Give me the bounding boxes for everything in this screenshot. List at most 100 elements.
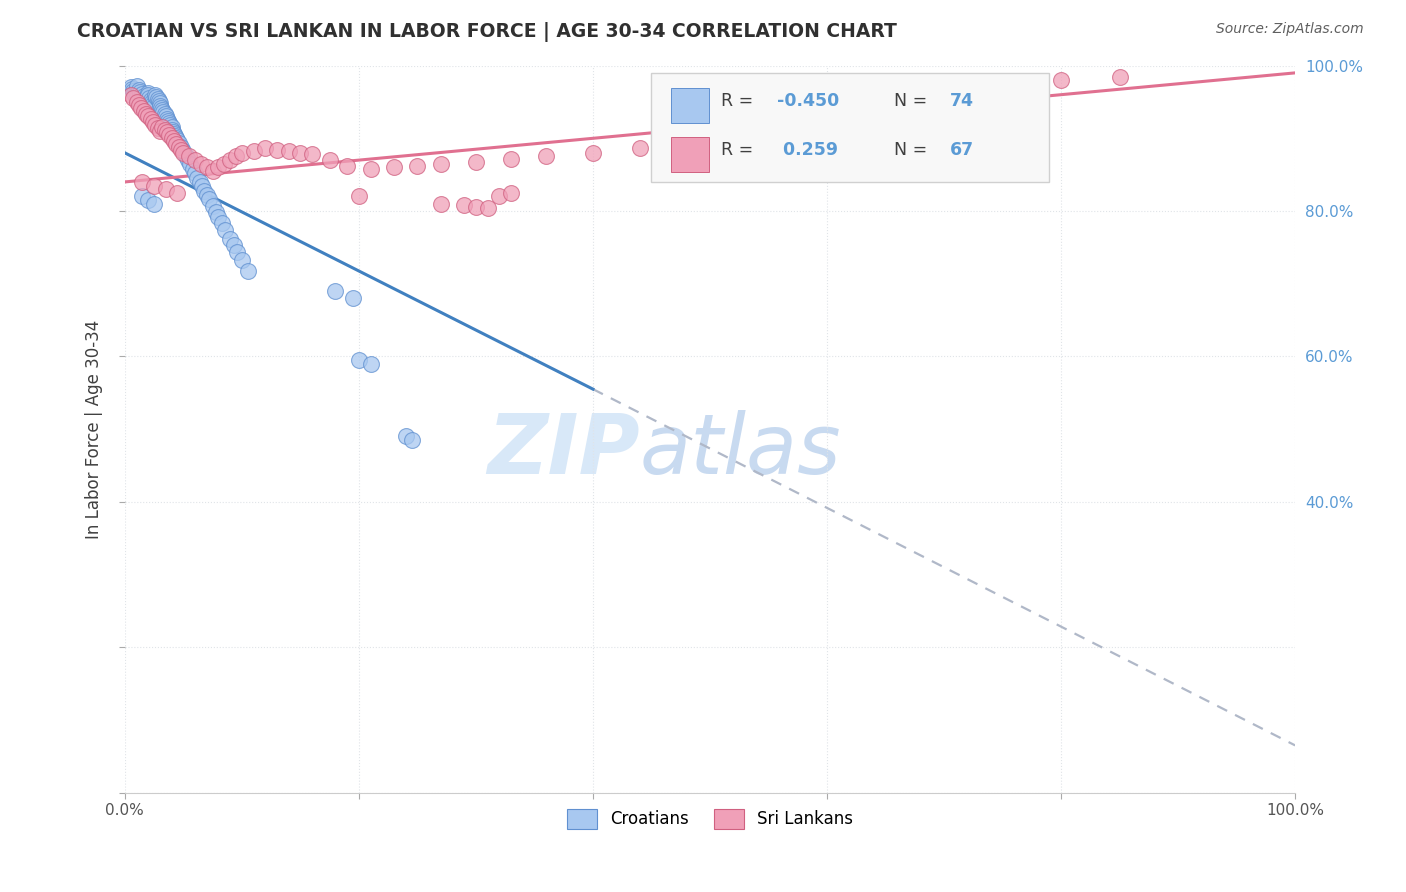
Point xyxy=(177,153,200,168)
Point xyxy=(499,152,522,166)
Point xyxy=(141,95,163,109)
Point xyxy=(360,357,382,371)
Point xyxy=(120,87,142,102)
Point xyxy=(179,157,201,171)
Point xyxy=(136,87,159,101)
Point xyxy=(734,131,756,145)
Point xyxy=(336,159,359,173)
Point xyxy=(136,193,159,207)
Point xyxy=(453,198,475,212)
Point xyxy=(146,121,169,136)
Point xyxy=(207,210,229,224)
Point xyxy=(131,175,153,189)
Point xyxy=(628,141,651,155)
Point xyxy=(188,175,211,189)
Point xyxy=(290,145,312,160)
Point xyxy=(136,110,159,124)
Point xyxy=(122,86,145,100)
Point xyxy=(120,80,142,95)
Point xyxy=(266,143,288,157)
Y-axis label: In Labor Force | Age 30-34: In Labor Force | Age 30-34 xyxy=(86,319,103,539)
Point xyxy=(135,91,157,105)
Point xyxy=(193,184,215,198)
Point xyxy=(477,201,499,215)
Point xyxy=(143,87,166,102)
Point xyxy=(179,149,201,163)
Point xyxy=(150,120,173,134)
Point xyxy=(219,232,242,246)
Point xyxy=(198,193,221,207)
Point xyxy=(464,200,486,214)
Point xyxy=(156,112,179,126)
Point xyxy=(135,106,157,120)
Point xyxy=(211,216,233,230)
Point xyxy=(226,244,249,259)
Text: N =: N = xyxy=(894,141,932,159)
Point xyxy=(143,178,166,193)
Point xyxy=(136,88,159,103)
Point xyxy=(157,116,180,130)
Point xyxy=(129,85,152,99)
Point xyxy=(464,154,486,169)
Text: 67: 67 xyxy=(950,141,974,159)
Point xyxy=(132,103,155,118)
Point xyxy=(139,112,162,127)
Point xyxy=(165,137,187,152)
Point xyxy=(242,144,264,158)
Point xyxy=(129,101,152,115)
Point xyxy=(277,145,299,159)
Text: 74: 74 xyxy=(950,92,974,110)
Point xyxy=(143,118,166,132)
Point xyxy=(157,113,180,128)
Point xyxy=(201,164,224,178)
Legend: Croatians, Sri Lankans: Croatians, Sri Lankans xyxy=(560,803,860,835)
Point xyxy=(174,149,197,163)
Point xyxy=(167,136,190,150)
Point xyxy=(142,115,165,129)
Point xyxy=(190,157,212,171)
Point xyxy=(165,129,187,144)
Point xyxy=(301,147,323,161)
Point xyxy=(342,291,364,305)
Point xyxy=(149,96,172,111)
Point xyxy=(815,117,838,131)
Point xyxy=(142,97,165,112)
Point xyxy=(430,157,453,171)
Point xyxy=(150,101,173,115)
Point xyxy=(207,161,229,175)
Point xyxy=(201,199,224,213)
Point xyxy=(150,103,173,117)
Point xyxy=(139,93,162,107)
Point xyxy=(430,196,453,211)
Point xyxy=(222,238,245,252)
Point xyxy=(125,89,148,103)
Point xyxy=(488,189,510,203)
Point xyxy=(146,92,169,106)
Point xyxy=(395,429,418,443)
Point xyxy=(254,141,277,155)
Point xyxy=(534,149,557,163)
Point xyxy=(793,124,815,138)
Point xyxy=(143,99,166,113)
Text: CROATIAN VS SRI LANKAN IN LABOR FORCE | AGE 30-34 CORRELATION CHART: CROATIAN VS SRI LANKAN IN LABOR FORCE | … xyxy=(77,22,897,42)
Point xyxy=(166,133,188,147)
Point xyxy=(499,186,522,200)
Point xyxy=(159,118,181,132)
Point xyxy=(582,145,605,160)
Point xyxy=(160,120,183,135)
Point xyxy=(167,140,190,154)
Point xyxy=(225,149,247,163)
Point xyxy=(195,161,218,175)
Bar xyxy=(672,88,709,123)
Point xyxy=(195,188,218,202)
Point xyxy=(360,161,382,176)
Point xyxy=(347,353,370,368)
Point xyxy=(160,122,183,136)
Point xyxy=(318,153,340,168)
Point xyxy=(205,205,228,219)
Point xyxy=(125,78,148,93)
Point xyxy=(181,161,204,176)
Point xyxy=(184,166,207,180)
Point xyxy=(163,127,186,141)
Text: ZIP: ZIP xyxy=(486,410,640,491)
